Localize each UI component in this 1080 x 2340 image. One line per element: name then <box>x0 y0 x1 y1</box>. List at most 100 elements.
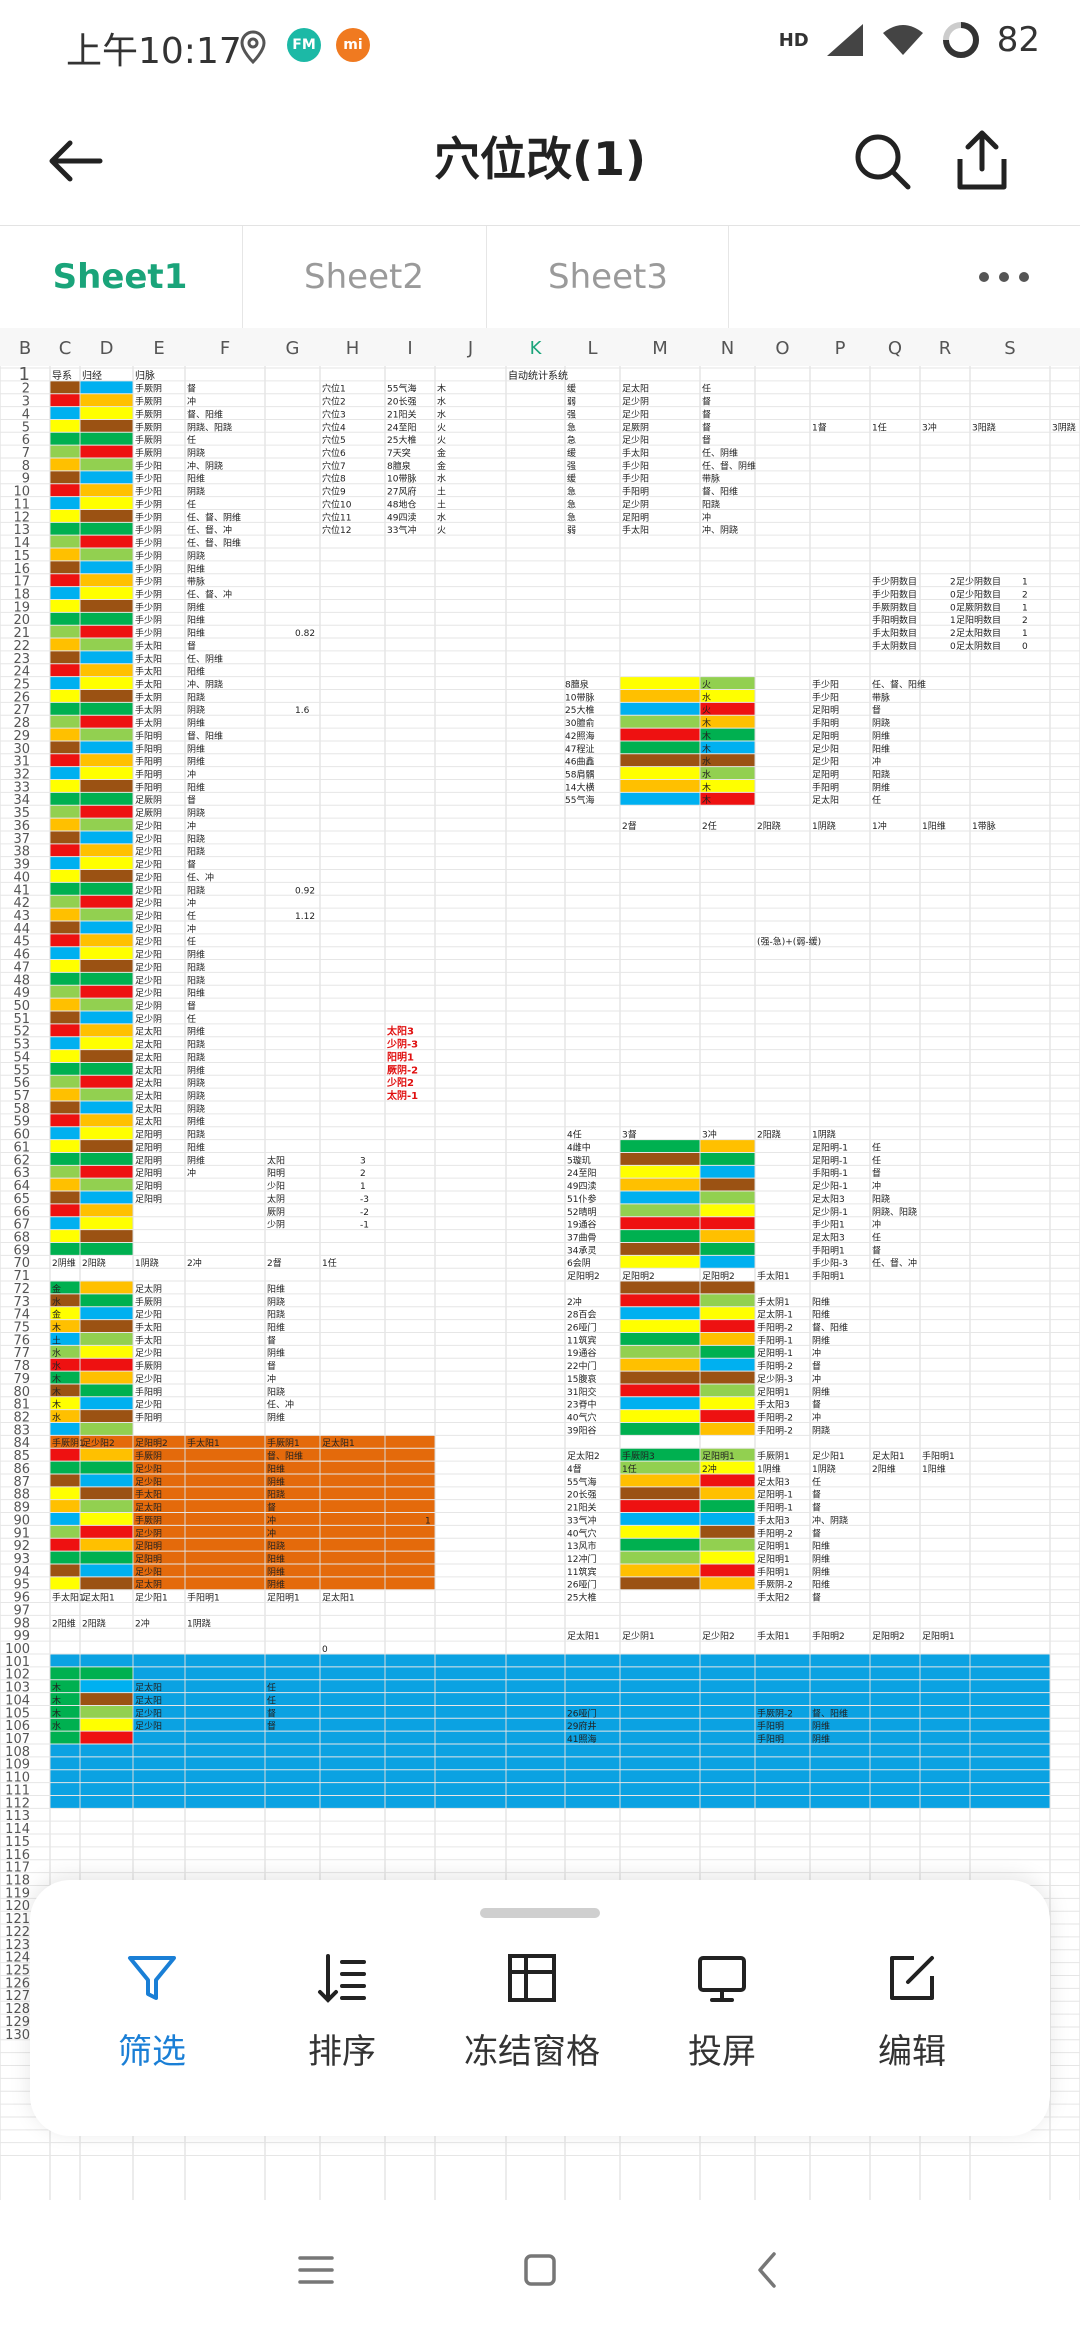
header-cell: 归经 <box>82 369 102 382</box>
meridian-count-cell: 足阳明2 <box>702 1271 735 1282</box>
strength-cell <box>80 1383 133 1397</box>
page-title: 穴位改(1) <box>433 132 647 186</box>
element-cell <box>620 1216 700 1230</box>
count-value: 2 <box>1022 616 1028 626</box>
meridian-cell: 手厥阴 <box>135 434 162 446</box>
vessel-count-cell: 2阳维 <box>872 1463 896 1475</box>
element-cell <box>50 1705 80 1719</box>
element-cell <box>50 1036 80 1050</box>
meridian-cell: 手少阴 <box>135 588 162 600</box>
meridian-cell: 足太阳3 <box>812 1231 845 1243</box>
strength-cell <box>80 1088 133 1102</box>
strength-cell <box>80 1319 133 1333</box>
row-number: 87 <box>13 1475 30 1490</box>
row-number: 6 <box>22 433 30 448</box>
element-text-cell: 木 <box>52 1682 61 1694</box>
vessel-cell: 任 <box>812 1476 821 1488</box>
element-cell <box>50 625 80 639</box>
strength-cell <box>80 625 133 639</box>
meridian-cell: 足少阴-3 <box>757 1374 793 1385</box>
meridian-cell: 足太阳 <box>135 1116 162 1128</box>
row-number: 9 <box>22 472 30 487</box>
freeze-panes-button[interactable]: 冻结窗格 <box>452 1950 612 2073</box>
cell-text: 0 <box>322 1645 328 1655</box>
search-icon[interactable] <box>846 125 918 197</box>
element-cell <box>620 1422 700 1436</box>
more-icon[interactable] <box>974 262 1034 292</box>
column-header-b: B <box>19 338 31 359</box>
meridian-balance-cell: 厥阴-2 <box>387 1064 418 1076</box>
row-number: 122 <box>5 1925 30 1940</box>
strength-cell <box>80 728 133 741</box>
strength-cell <box>80 380 133 394</box>
vessel-cell: 督、阳维 <box>812 1322 848 1334</box>
strength-cell <box>80 1178 133 1192</box>
element-cell <box>50 1101 80 1114</box>
meridian-count-cell: 足阳明2 <box>567 1271 600 1282</box>
menu-icon[interactable] <box>296 2252 336 2288</box>
strength-cell <box>80 1293 133 1307</box>
meridian-cell: 手阳明 <box>812 781 839 793</box>
acupoint-name-cell: 26哑门 <box>567 1579 596 1591</box>
vessel-count-cell: 1任 <box>872 421 887 433</box>
strength-cell <box>80 496 133 510</box>
filter-button[interactable]: 筛选 <box>72 1950 232 2073</box>
share-icon[interactable] <box>946 125 1018 197</box>
vessel-cell: 冲 <box>812 1412 821 1424</box>
element-cell <box>50 1023 80 1037</box>
meridian-cell: 手少阴 <box>135 576 162 588</box>
acupoint-slot-cell: 穴位8 <box>322 473 346 485</box>
meridian-cell: 足厥阴 <box>135 808 162 819</box>
element-cell <box>620 1512 700 1526</box>
row-number: 22 <box>13 639 30 654</box>
column-header-m: M <box>652 338 668 359</box>
back-arrow-icon[interactable] <box>40 125 112 197</box>
meridian-cell: 手太阳2 <box>757 1592 790 1604</box>
row-number: 77 <box>13 1346 30 1361</box>
row-number: 103 <box>5 1681 30 1696</box>
row-number: 120 <box>5 1899 30 1914</box>
element-cell <box>620 1358 700 1372</box>
meridian-count-cell: 足太阳1 <box>567 1630 600 1642</box>
strength-cell <box>700 1563 755 1577</box>
home-icon[interactable] <box>522 2252 558 2288</box>
vessel-cell: 带脉 <box>187 576 205 588</box>
element-text-cell: 火 <box>437 525 446 536</box>
tab-sheet2[interactable]: Sheet2 <box>304 257 424 297</box>
row-number: 52 <box>13 1025 30 1040</box>
row-number: 121 <box>5 1912 30 1927</box>
strength-cell <box>80 1551 133 1564</box>
edit-button[interactable]: 编辑 <box>832 1950 992 2073</box>
tab-sheet3[interactable]: Sheet3 <box>548 257 668 297</box>
meridian-cell: 足少阳 <box>135 1348 162 1359</box>
element-cell <box>620 1461 700 1474</box>
vessel-count-cell: 1任 <box>322 1257 337 1269</box>
row-number: 50 <box>13 999 30 1014</box>
acupoint-slot-cell: 穴位12 <box>322 524 351 536</box>
meridian-cell: 手太阳3 <box>757 1514 790 1526</box>
sort-label: 排序 <box>308 2032 376 2072</box>
row-number: 62 <box>13 1153 30 1168</box>
meridian-cell: 手太阳 <box>135 653 162 665</box>
acupoint-name-cell: 24至阳 <box>567 1168 596 1179</box>
meridian-cell: 足少阳 <box>135 962 162 973</box>
element-cell <box>620 1306 700 1320</box>
meridian-count-cell: 足少阳2 <box>702 1631 735 1642</box>
meridian-cell: 手少阴 <box>135 563 162 575</box>
meridian-cell: 手阳明-1 <box>812 1167 848 1179</box>
meridian-cell: 足阳明 <box>135 1554 162 1565</box>
nav-back-icon[interactable] <box>752 2250 782 2290</box>
vessel-cell: 阳维 <box>267 1322 285 1334</box>
meridian-cell: 手太阳 <box>622 524 649 536</box>
tab-sheet1[interactable]: Sheet1 <box>52 257 188 297</box>
cast-screen-button[interactable]: 投屏 <box>642 1950 802 2073</box>
strength-cell <box>700 1396 755 1410</box>
acupoint-name-cell: 21阳关 <box>567 1502 596 1514</box>
meridian-value-cell: -1 <box>360 1221 369 1231</box>
meridian-cell: 足太阳 <box>135 1051 162 1063</box>
element-text-cell: 水 <box>437 408 446 420</box>
count-label: 足阳明数目 <box>956 614 1001 626</box>
acupoint-name-cell: 47程沚 <box>565 743 594 755</box>
sort-button[interactable]: 排序 <box>262 1950 422 2073</box>
panel-handle[interactable] <box>480 1908 600 1918</box>
